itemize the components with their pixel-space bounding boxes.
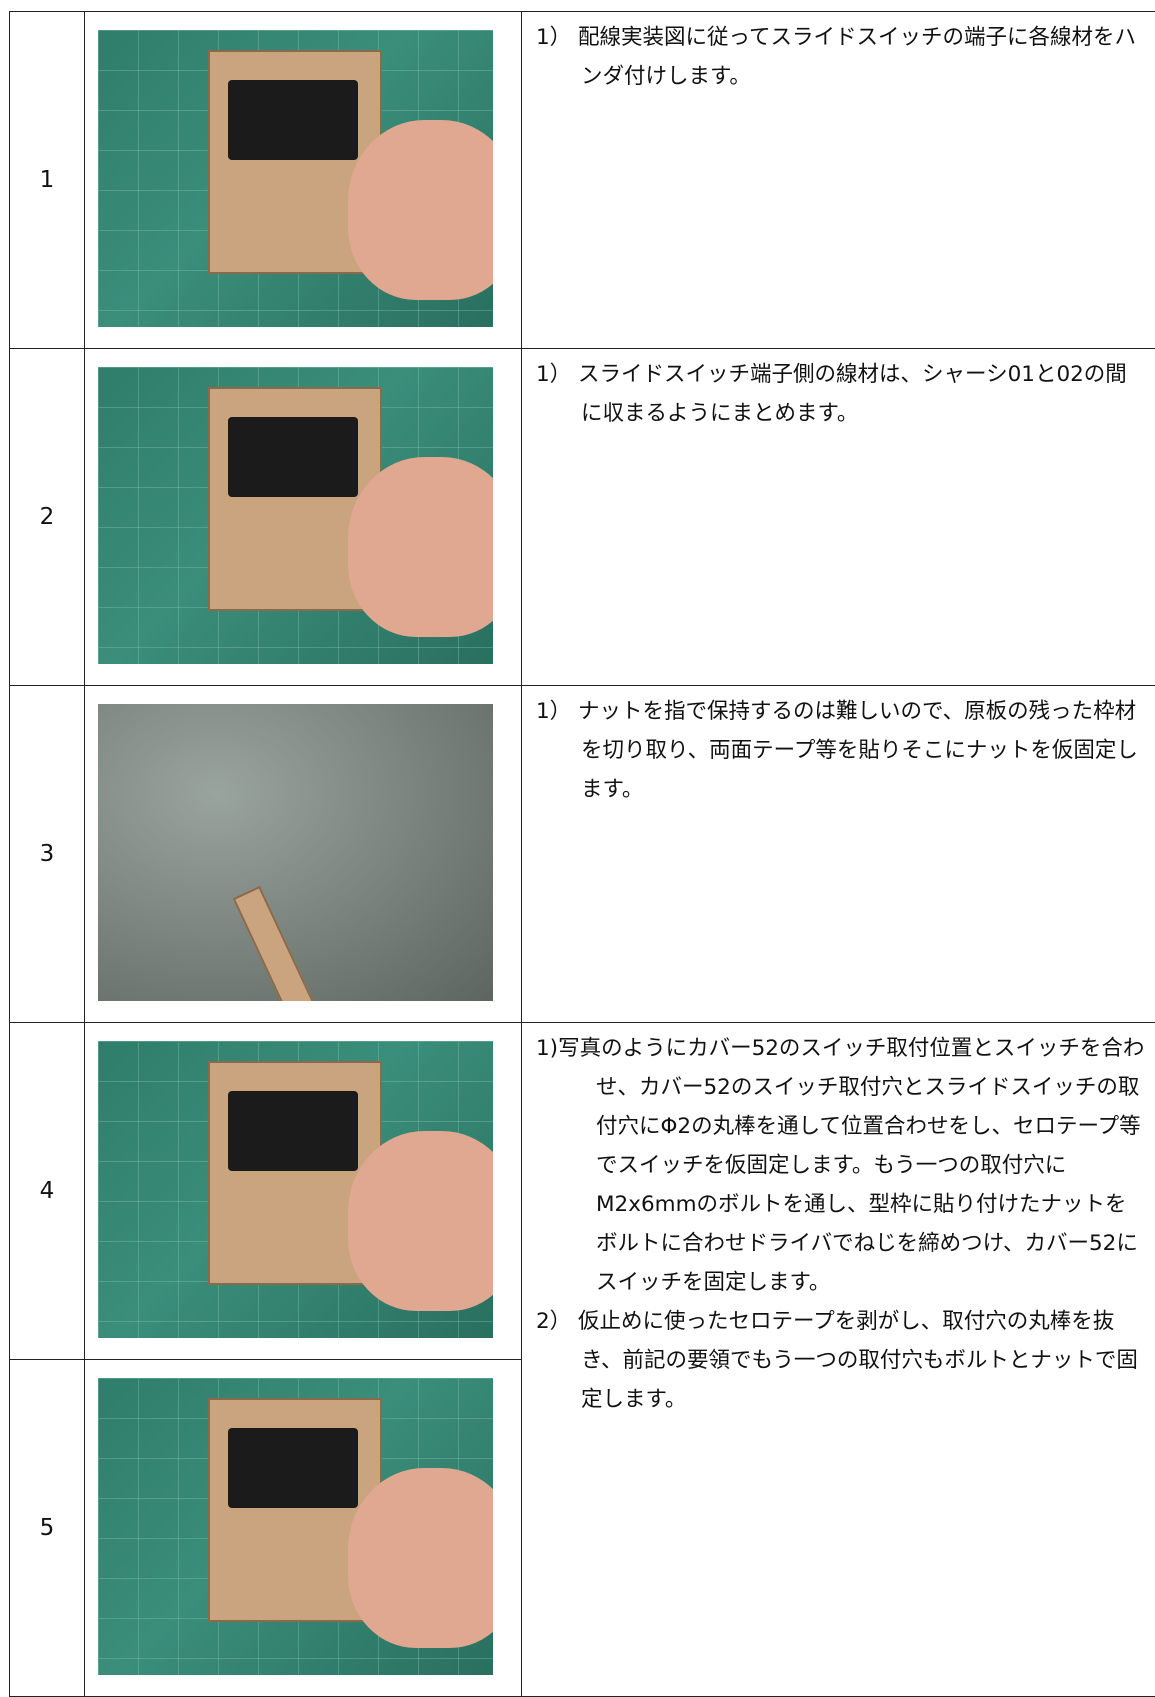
step-number: 5 (10, 1360, 85, 1697)
step-number: 2 (10, 349, 85, 686)
instruction-cell: 1） ナットを指で保持するのは難しいので、原板の残った枠材を切り取り、両面テープ… (522, 686, 1155, 1023)
instruction: 2） 仮止めに使ったセロテープを剥がし、取付穴の丸棒を抜き、前記の要領でもう一つ… (536, 1302, 1146, 1419)
step-row: 4 1)写真のようにカバー52のスイッチ取付位置とスイッチを合わせ、カバー52のス… (10, 1023, 1155, 1360)
step-row: 1 1） 配線実装図に従ってスライドスイッチの端子に各線材をハンダ付けします。 (10, 12, 1155, 349)
photo (98, 1378, 493, 1675)
step-number: 1 (10, 12, 85, 349)
photo-cell (85, 1023, 522, 1360)
photo (98, 367, 493, 664)
step-number: 4 (10, 1023, 85, 1360)
step-row: 3 1） ナットを指で保持するのは難しいので、原板の残った枠材を切り取り、両面テー… (10, 686, 1155, 1023)
battery (228, 417, 358, 497)
hand (348, 1131, 493, 1311)
battery (228, 80, 358, 160)
photo (98, 30, 493, 327)
instruction-cell: 1） スライドスイッチ端子側の線材は、シャーシ01と02の間に収まるようにまとめ… (522, 349, 1155, 686)
step-number: 3 (10, 686, 85, 1023)
instruction-cell: 1)写真のようにカバー52のスイッチ取付位置とスイッチを合わせ、カバー52のスイ… (522, 1023, 1155, 1697)
photo (98, 1041, 493, 1338)
photo-cell (85, 12, 522, 349)
instruction: 1） ナットを指で保持するのは難しいので、原板の残った枠材を切り取り、両面テープ… (536, 692, 1146, 809)
instruction: 1)写真のようにカバー52のスイッチ取付位置とスイッチを合わせ、カバー52のスイ… (551, 1029, 1146, 1302)
instruction-cell: 1） 配線実装図に従ってスライドスイッチの端子に各線材をハンダ付けします。 (522, 12, 1155, 349)
battery (228, 1428, 358, 1508)
instruction: 1） スライドスイッチ端子側の線材は、シャーシ01と02の間に収まるようにまとめ… (536, 355, 1146, 433)
photo-cell (85, 686, 522, 1023)
frame-strip (233, 886, 334, 1001)
photo-cell (85, 349, 522, 686)
hand (348, 457, 493, 637)
hand (348, 1468, 493, 1648)
photo-cell (85, 1360, 522, 1697)
photo (98, 704, 493, 1001)
hand (348, 120, 493, 300)
battery (228, 1091, 358, 1171)
instruction: 1） 配線実装図に従ってスライドスイッチの端子に各線材をハンダ付けします。 (536, 18, 1146, 96)
step-row: 2 1） スライドスイッチ端子側の線材は、シャーシ01と02の間に収まるようにまと… (10, 349, 1155, 686)
